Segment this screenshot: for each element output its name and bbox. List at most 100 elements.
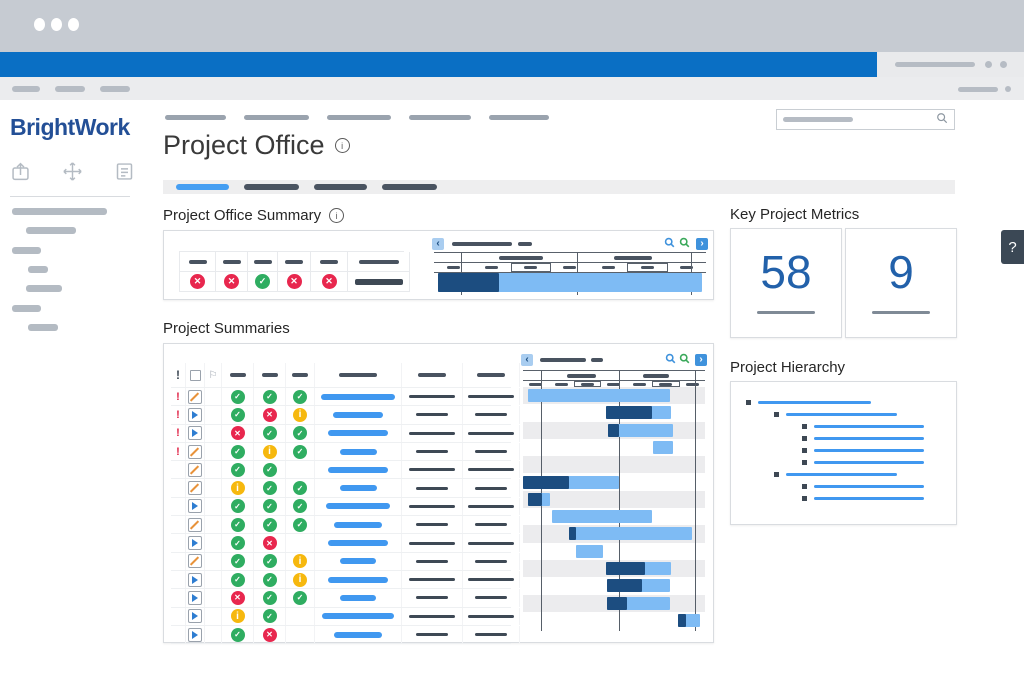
- hierarchy-item[interactable]: [802, 460, 924, 465]
- gantt-bar[interactable]: [523, 475, 620, 489]
- hierarchy-link-placeholder[interactable]: [758, 401, 871, 404]
- play-icon[interactable]: [188, 572, 202, 587]
- project-name-link-placeholder[interactable]: [328, 430, 388, 437]
- chevron-left-icon[interactable]: ‹: [432, 237, 444, 250]
- gantt-bar[interactable]: [607, 423, 674, 437]
- hierarchy-link-placeholder[interactable]: [786, 473, 897, 476]
- project-row[interactable]: [171, 570, 520, 590]
- pencil-icon[interactable]: [188, 481, 202, 496]
- hierarchy-link-placeholder[interactable]: [814, 485, 924, 488]
- project-name-link-placeholder[interactable]: [340, 558, 376, 565]
- gantt-bar[interactable]: [606, 579, 671, 593]
- project-name-link-placeholder[interactable]: [321, 393, 395, 400]
- suite-button-dot[interactable]: [985, 61, 992, 68]
- gantt-bar[interactable]: [528, 389, 671, 402]
- play-icon[interactable]: [188, 590, 202, 605]
- metric-tile[interactable]: 58: [730, 228, 842, 338]
- sidebar-item-placeholder[interactable]: [12, 304, 41, 312]
- hierarchy-item[interactable]: [774, 472, 897, 477]
- hierarchy-link-placeholder[interactable]: [814, 461, 924, 464]
- play-icon[interactable]: [188, 627, 202, 642]
- tab-item[interactable]: [314, 184, 367, 190]
- project-row[interactable]: !: [171, 406, 520, 425]
- breadcrumb-item-placeholder[interactable]: [327, 115, 391, 120]
- hierarchy-item[interactable]: [774, 412, 897, 417]
- gantt-bar[interactable]: [552, 510, 653, 524]
- tab-item[interactable]: [244, 184, 299, 190]
- project-name-link-placeholder[interactable]: [322, 613, 394, 620]
- hierarchy-link-placeholder[interactable]: [814, 437, 924, 440]
- project-name-link-placeholder[interactable]: [334, 631, 382, 638]
- tab-item[interactable]: [382, 184, 437, 190]
- hierarchy-link-placeholder[interactable]: [814, 425, 924, 428]
- hierarchy-link-placeholder[interactable]: [786, 413, 897, 416]
- project-row[interactable]: [171, 607, 520, 626]
- project-row[interactable]: !: [171, 388, 520, 407]
- nav-right-dot[interactable]: [1005, 86, 1011, 92]
- hierarchy-link-placeholder[interactable]: [814, 497, 924, 500]
- window-control-dot[interactable]: [68, 18, 79, 31]
- gantt-bar[interactable]: [528, 492, 551, 506]
- pencil-icon[interactable]: [188, 554, 202, 569]
- hierarchy-link-placeholder[interactable]: [814, 449, 924, 452]
- play-icon[interactable]: [188, 426, 202, 441]
- pencil-icon[interactable]: [188, 444, 202, 459]
- project-row[interactable]: !: [171, 424, 520, 443]
- chevron-right-icon[interactable]: ›: [696, 237, 708, 250]
- sidebar-item-placeholder[interactable]: [26, 285, 62, 293]
- project-name-link-placeholder[interactable]: [333, 411, 383, 418]
- nav-link-placeholder[interactable]: [55, 86, 85, 92]
- hierarchy-item[interactable]: [802, 484, 924, 489]
- magnifier-green-icon[interactable]: [679, 235, 690, 253]
- sidebar-item-placeholder[interactable]: [12, 246, 41, 254]
- play-icon[interactable]: [188, 407, 202, 422]
- chevron-left-icon[interactable]: ‹: [521, 353, 533, 366]
- project-row[interactable]: [171, 534, 520, 553]
- breadcrumb-item-placeholder[interactable]: [244, 115, 309, 120]
- project-name-link-placeholder[interactable]: [328, 576, 388, 583]
- window-control-dot[interactable]: [51, 18, 62, 31]
- project-name-link-placeholder[interactable]: [328, 466, 388, 473]
- search-input[interactable]: [776, 109, 955, 130]
- play-icon[interactable]: [188, 536, 202, 551]
- hierarchy-item[interactable]: [802, 424, 924, 429]
- project-name-link-placeholder[interactable]: [340, 594, 376, 601]
- hierarchy-item[interactable]: [746, 400, 871, 405]
- project-row[interactable]: [171, 516, 520, 535]
- gantt-bar[interactable]: [605, 406, 672, 420]
- help-button[interactable]: ?: [1001, 230, 1024, 264]
- project-name-link-placeholder[interactable]: [328, 540, 388, 547]
- nav-link-placeholder[interactable]: [100, 86, 130, 92]
- project-row[interactable]: [171, 497, 520, 517]
- upload-icon[interactable]: [10, 161, 31, 187]
- gantt-bar[interactable]: [653, 440, 674, 454]
- pencil-icon[interactable]: [188, 517, 202, 532]
- sidebar-item-placeholder[interactable]: [28, 323, 58, 331]
- magnifier-blue-icon[interactable]: [664, 235, 675, 253]
- gantt-bar[interactable]: [568, 527, 693, 541]
- chevron-right-icon[interactable]: ›: [695, 353, 707, 366]
- project-name-link-placeholder[interactable]: [339, 485, 377, 492]
- project-row[interactable]: [171, 461, 520, 480]
- breadcrumb-item-placeholder[interactable]: [409, 115, 471, 120]
- info-icon[interactable]: i: [329, 208, 345, 223]
- project-name-link-placeholder[interactable]: [339, 448, 377, 455]
- move-icon[interactable]: [61, 160, 84, 188]
- tab-active[interactable]: [176, 184, 229, 190]
- search-icon[interactable]: [936, 111, 948, 129]
- magnifier-blue-icon[interactable]: [665, 351, 676, 369]
- gantt-bar[interactable]: [438, 273, 702, 292]
- info-icon[interactable]: i: [334, 138, 350, 153]
- project-name-link-placeholder[interactable]: [326, 503, 390, 510]
- project-name-link-placeholder[interactable]: [334, 521, 382, 528]
- project-row[interactable]: [171, 479, 520, 498]
- project-row[interactable]: [171, 589, 520, 608]
- nav-link-placeholder[interactable]: [12, 86, 40, 92]
- metric-tile[interactable]: 9: [845, 228, 957, 338]
- gantt-bar[interactable]: [575, 544, 604, 558]
- play-icon[interactable]: [188, 609, 202, 624]
- document-icon[interactable]: [114, 161, 135, 187]
- project-row[interactable]: [171, 552, 520, 571]
- sidebar-item-placeholder[interactable]: [28, 265, 48, 273]
- project-row[interactable]: [171, 625, 520, 645]
